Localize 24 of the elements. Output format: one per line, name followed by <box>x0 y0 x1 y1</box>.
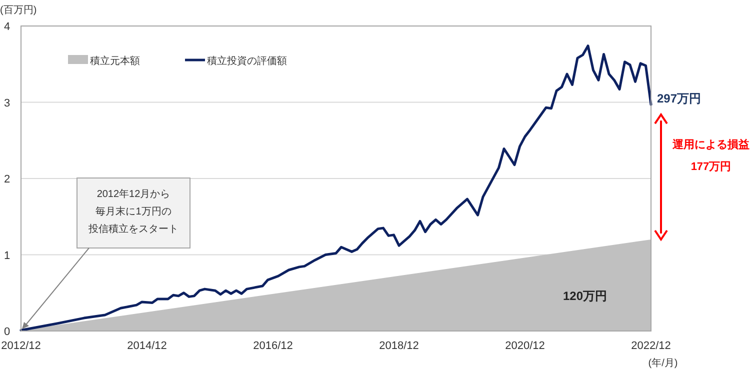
y-tick-label: 0 <box>4 326 10 338</box>
y-axis-title: (百万円) <box>0 5 37 16</box>
annotation: 120万円 <box>562 289 608 303</box>
x-tick-label: 2014/12 <box>127 340 167 352</box>
x-tick-label: 2016/12 <box>253 340 293 352</box>
text: 運用による損益 <box>672 138 750 152</box>
annotation: 2012年12月から <box>96 188 170 200</box>
y-tick-label: 1 <box>4 250 10 262</box>
legend-label: 積立投資の評価額 <box>207 55 287 67</box>
line-series <box>20 44 652 332</box>
annotation: 297万円 <box>657 92 702 106</box>
legend-label: 積立元本額 <box>90 55 140 67</box>
x-tick-label: 2018/12 <box>379 340 419 352</box>
x-tick-label: 2022/12 <box>631 340 671 352</box>
y-tick-label: 3 <box>4 97 10 110</box>
annotation: 投信積立をスタート <box>88 223 178 235</box>
x-tick-label: 2012/12 <box>1 340 41 352</box>
annotation: 毎月末に1万円の <box>96 206 172 218</box>
callout: 投信積立をスタート <box>22 224 178 329</box>
x-tick-label: 2020/12 <box>505 340 545 352</box>
y-tick-label: 4 <box>4 21 10 33</box>
text: 177万円 <box>690 161 732 174</box>
x-axis-title: (年/月) <box>648 357 678 369</box>
y-tick-label: 2 <box>4 174 10 186</box>
